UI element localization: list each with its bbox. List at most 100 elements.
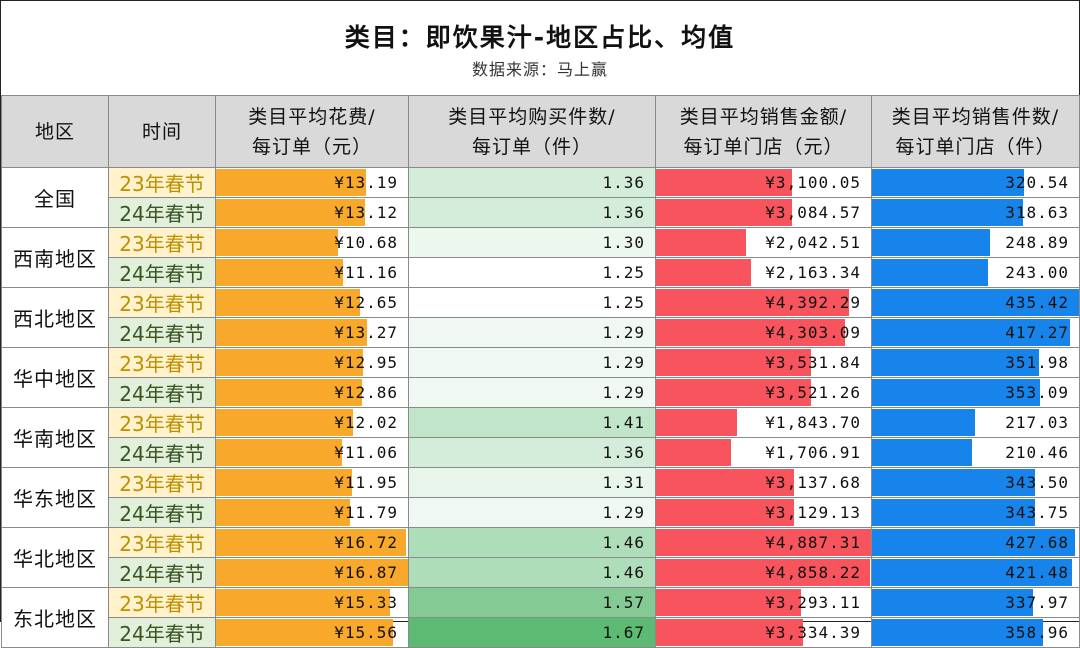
table-row: 华东地区 23年春节 ¥11.95 1.31 ¥3,137.68 343.50 <box>1 467 1080 528</box>
avg-qty-value: 1.36 <box>602 172 645 192</box>
avg-sales-qty-cell: 427.68 <box>871 527 1080 558</box>
avg-sales-qty-cell: 421.48 <box>871 557 1080 588</box>
avg-spend-bar <box>216 499 351 526</box>
avg-spend-value: ¥16.72 <box>334 532 398 552</box>
header-avg-qty: 类目平均购买件数/ 每订单（件） <box>408 95 656 168</box>
avg-sales-qty-bar <box>872 229 991 256</box>
time-cell: 23年春节 <box>108 227 216 258</box>
avg-spend-cell: ¥13.27 <box>215 317 409 348</box>
avg-sales-amount-value: ¥2,163.34 <box>765 262 861 282</box>
avg-qty-cell: 1.29 <box>408 377 656 408</box>
avg-sales-qty-bar <box>872 409 976 436</box>
avg-sales-qty-bar <box>872 439 973 466</box>
avg-sales-amount-bar <box>656 439 732 466</box>
avg-qty-value: 1.36 <box>602 442 645 462</box>
time-cell: 24年春节 <box>108 317 216 348</box>
avg-sales-amount-value: ¥2,042.51 <box>765 232 861 252</box>
avg-sales-amount-value: ¥4,303.09 <box>765 322 861 342</box>
region-cell: 华东地区 <box>1 467 109 528</box>
avg-sales-amount-cell: ¥3,137.68 <box>655 467 872 498</box>
table-row: 全国 23年春节 ¥13.19 1.36 ¥3,100.05 320.54 <box>1 167 1080 228</box>
avg-sales-amount-bar <box>656 499 794 526</box>
avg-spend-value: ¥12.95 <box>334 352 398 372</box>
avg-qty-cell: 1.31 <box>408 467 656 498</box>
avg-qty-value: 1.29 <box>602 382 645 402</box>
avg-spend-value: ¥11.16 <box>334 262 398 282</box>
avg-qty-cell: 1.25 <box>408 287 656 318</box>
avg-spend-value: ¥11.79 <box>334 502 398 522</box>
avg-qty-value: 1.30 <box>602 232 645 252</box>
time-cell: 24年春节 <box>108 497 216 528</box>
time-cell: 24年春节 <box>108 617 216 648</box>
avg-sales-qty-bar <box>872 199 1024 226</box>
avg-spend-bar <box>216 349 364 376</box>
header-region: 地区 <box>1 95 109 168</box>
avg-qty-value: 1.29 <box>602 352 645 372</box>
time-cell: 24年春节 <box>108 377 216 408</box>
avg-spend-bar <box>216 259 343 286</box>
avg-sales-amount-cell: ¥3,084.57 <box>655 197 872 228</box>
avg-spend-value: ¥12.86 <box>334 382 398 402</box>
avg-sales-amount-value: ¥1,843.70 <box>765 412 861 432</box>
avg-qty-cell: 1.67 <box>408 617 656 648</box>
avg-qty-cell: 1.41 <box>408 407 656 438</box>
table-row: 华南地区 23年春节 ¥12.02 1.41 ¥1,843.70 217.03 <box>1 407 1080 468</box>
table-row: 24年春节 ¥11.79 1.29 ¥3,129.13 343.75 <box>2 497 1080 528</box>
avg-sales-qty-value: 343.75 <box>1005 502 1069 522</box>
time-cell: 24年春节 <box>108 557 216 588</box>
table-row: 西北地区 23年春节 ¥12.65 1.25 ¥4,392.29 435.42 <box>1 287 1080 348</box>
avg-spend-cell: ¥16.87 <box>215 557 409 588</box>
header-avg-qty-line2: 每订单（件） <box>471 135 592 158</box>
avg-spend-bar <box>216 199 366 226</box>
header-avg-sales-amount-line1: 类目平均销售金额/ <box>679 105 848 128</box>
avg-sales-qty-value: 210.46 <box>1005 442 1069 462</box>
avg-spend-cell: ¥12.65 <box>215 287 409 318</box>
avg-spend-bar <box>216 439 342 466</box>
avg-qty-cell: 1.57 <box>408 587 656 618</box>
avg-spend-value: ¥11.95 <box>334 472 398 492</box>
avg-spend-bar <box>216 529 407 556</box>
avg-spend-value: ¥10.68 <box>334 232 398 252</box>
avg-sales-qty-cell: 343.50 <box>871 467 1080 498</box>
header-time: 时间 <box>108 95 216 168</box>
avg-sales-qty-value: 248.89 <box>1005 232 1069 252</box>
avg-spend-cell: ¥13.12 <box>215 197 409 228</box>
time-cell: 23年春节 <box>108 407 216 438</box>
avg-sales-amount-value: ¥4,858.22 <box>765 562 861 582</box>
avg-spend-cell: ¥16.72 <box>215 527 409 558</box>
avg-qty-value: 1.25 <box>602 262 645 282</box>
avg-spend-cell: ¥10.68 <box>215 227 409 258</box>
avg-sales-qty-value: 351.98 <box>1005 352 1069 372</box>
avg-sales-amount-value: ¥3,100.05 <box>765 172 861 192</box>
avg-sales-qty-cell: 358.96 <box>871 617 1080 648</box>
table-row: 24年春节 ¥11.06 1.36 ¥1,706.91 210.46 <box>2 437 1080 468</box>
avg-spend-cell: ¥11.95 <box>215 467 409 498</box>
avg-spend-value: ¥13.27 <box>334 322 398 342</box>
avg-sales-amount-cell: ¥2,042.51 <box>655 227 872 258</box>
table-row: 西南地区 23年春节 ¥10.68 1.30 ¥2,042.51 248.89 <box>1 227 1080 288</box>
avg-sales-qty-cell: 337.97 <box>871 587 1080 618</box>
avg-sales-qty-value: 337.97 <box>1005 592 1069 612</box>
avg-sales-qty-cell: 417.27 <box>871 317 1080 348</box>
avg-sales-qty-value: 358.96 <box>1005 622 1069 642</box>
avg-qty-cell: 1.46 <box>408 557 656 588</box>
avg-sales-amount-cell: ¥4,858.22 <box>655 557 872 588</box>
avg-sales-amount-cell: ¥1,706.91 <box>655 437 872 468</box>
region-cell: 华北地区 <box>1 527 109 588</box>
avg-sales-amount-bar <box>656 349 812 376</box>
header-avg-sales-qty-line1: 类目平均销售件数/ <box>891 105 1060 128</box>
avg-sales-qty-bar <box>872 169 1025 196</box>
avg-sales-qty-cell: 353.09 <box>871 377 1080 408</box>
avg-sales-qty-bar <box>872 559 1073 586</box>
avg-sales-qty-value: 217.03 <box>1005 412 1069 432</box>
chart-subtitle: 数据来源：马上赢 <box>471 60 608 79</box>
avg-qty-cell: 1.36 <box>408 167 656 198</box>
time-cell: 23年春节 <box>108 467 216 498</box>
avg-spend-bar <box>216 409 353 436</box>
avg-qty-cell: 1.29 <box>408 317 656 348</box>
table-row: 24年春节 ¥13.27 1.29 ¥4,303.09 417.27 <box>2 317 1080 348</box>
chart-title: 类目：即饮果汁-地区占比、均值 <box>344 23 736 52</box>
table-row: 华中地区 23年春节 ¥12.95 1.29 ¥3,531.84 351.98 <box>1 347 1080 408</box>
header-avg-spend-line1: 类目平均花费/ <box>248 105 376 128</box>
avg-sales-amount-value: ¥3,129.13 <box>765 502 861 522</box>
